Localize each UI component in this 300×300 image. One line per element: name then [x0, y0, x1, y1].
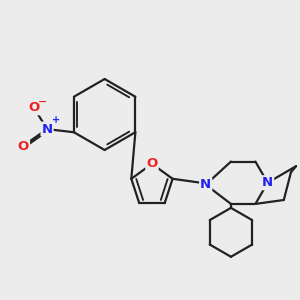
Text: N: N: [200, 178, 211, 191]
Text: O: O: [146, 157, 158, 170]
Text: +: +: [52, 116, 60, 125]
Text: N: N: [41, 123, 52, 136]
Text: O: O: [18, 140, 29, 153]
Text: N: N: [262, 176, 273, 189]
Text: −: −: [38, 97, 47, 106]
Text: O: O: [28, 101, 39, 114]
